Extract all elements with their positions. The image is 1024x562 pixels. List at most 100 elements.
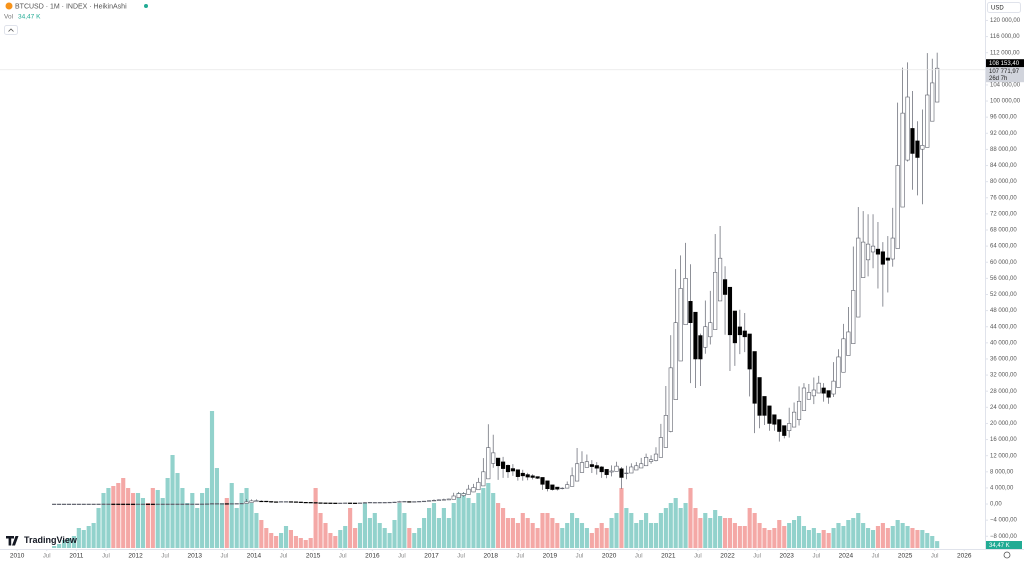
mark-price-label: 107 771,97	[989, 69, 1020, 75]
volume-bar	[160, 498, 165, 548]
volume-bar	[653, 523, 659, 548]
volume-bar	[574, 518, 580, 548]
volume-bar	[496, 503, 501, 548]
candle-body	[737, 326, 742, 336]
volume-bar	[614, 513, 619, 548]
last-price-tag	[986, 59, 1024, 68]
volume-bar	[722, 518, 728, 548]
volume-bar	[865, 528, 871, 548]
y-tick-label: 100 000,00	[990, 99, 1021, 105]
volume-bar	[515, 523, 520, 548]
volume-bar	[81, 530, 86, 548]
volume-bar	[170, 455, 175, 548]
volume-bar	[476, 493, 481, 548]
candle-body	[910, 128, 915, 154]
volume-bar	[708, 518, 713, 548]
candle-body	[629, 466, 634, 474]
volume-bar	[353, 528, 358, 548]
candle-body	[259, 500, 264, 503]
status-dot	[144, 4, 148, 8]
candle-body	[66, 503, 72, 505]
candle-body	[481, 471, 486, 487]
candle-body	[816, 382, 821, 394]
volume-bar	[629, 513, 634, 548]
candle-body	[865, 243, 871, 261]
volume-label[interactable]: Vol	[4, 14, 14, 21]
volume-bar	[283, 526, 289, 548]
candle-body	[885, 257, 890, 261]
volume-bar	[530, 523, 535, 548]
volume-bar	[205, 488, 210, 548]
candle-body	[288, 501, 293, 503]
candle-body	[353, 502, 358, 504]
currency-dropdown[interactable]	[987, 2, 1021, 13]
candle-body	[634, 465, 639, 471]
volume-bar	[831, 528, 836, 548]
volume-bar	[501, 508, 506, 548]
candle-body	[846, 331, 851, 356]
candle-body	[574, 463, 580, 482]
x-tick-label: 2011	[69, 553, 83, 560]
candle-body	[496, 457, 501, 467]
x-tick-label: 2018	[483, 553, 498, 560]
candle-body	[471, 487, 476, 493]
candle-body	[727, 286, 733, 336]
x-tick-label: 2017	[424, 553, 439, 560]
candle-body	[298, 501, 303, 503]
candle-body	[155, 503, 160, 505]
x-tick-label: Jul	[339, 554, 347, 560]
candle-body	[343, 502, 348, 504]
volume-bar	[816, 533, 821, 548]
candle-body	[722, 279, 728, 295]
candle-body	[920, 145, 925, 150]
candle-body	[367, 502, 372, 504]
candle-body	[81, 503, 86, 505]
volume-bar	[782, 526, 787, 548]
candle-body	[811, 389, 816, 397]
settings-icon[interactable]	[1003, 551, 1011, 559]
candle-body	[555, 486, 560, 490]
volume-bar	[796, 516, 802, 548]
y-tick-label: 80 000,00	[990, 179, 1017, 185]
candle-body	[372, 502, 377, 504]
y-tick-label: −4 000,00	[990, 518, 1018, 524]
volume-bar	[382, 528, 387, 548]
candle-body	[392, 501, 397, 504]
volume-bar	[259, 520, 264, 548]
x-tick-label: Jul	[931, 554, 939, 560]
x-tick-label: 2020	[602, 553, 617, 560]
volume-bar	[303, 540, 308, 548]
volume-bar	[900, 523, 905, 548]
volume-bar	[126, 488, 131, 548]
volume-bar	[86, 526, 91, 548]
volume-bar	[757, 523, 762, 548]
candle-body	[160, 503, 165, 505]
collapse-button[interactable]	[4, 25, 18, 35]
candle-body	[515, 469, 520, 477]
candle-body	[806, 392, 811, 400]
candle-body	[283, 501, 289, 503]
candle-body	[417, 501, 422, 503]
volume-bar	[422, 518, 427, 548]
volume-bar	[106, 488, 111, 548]
candle-body	[895, 165, 900, 249]
volume-bar	[190, 493, 195, 548]
candle-body	[718, 257, 723, 302]
volume-bar	[328, 533, 333, 548]
volume-bar	[397, 503, 402, 548]
symbol-title[interactable]: BTCUSD · 1M · INDEX · HeikinAshi	[15, 3, 127, 10]
currency-label[interactable]: USD	[991, 5, 1004, 11]
candle-body	[856, 237, 861, 318]
volume-bar	[668, 503, 673, 548]
volume-bar	[417, 528, 422, 548]
candle-body	[431, 499, 437, 502]
candle-body	[195, 503, 200, 505]
candle-body	[644, 456, 649, 467]
y-tick-label: 112 000,00	[990, 50, 1020, 56]
volume-bar	[792, 520, 797, 548]
candle-body	[870, 245, 876, 253]
brand-name[interactable]: TradingView	[24, 535, 78, 545]
candle-body	[653, 453, 659, 461]
x-tick-label: 2024	[839, 553, 854, 560]
